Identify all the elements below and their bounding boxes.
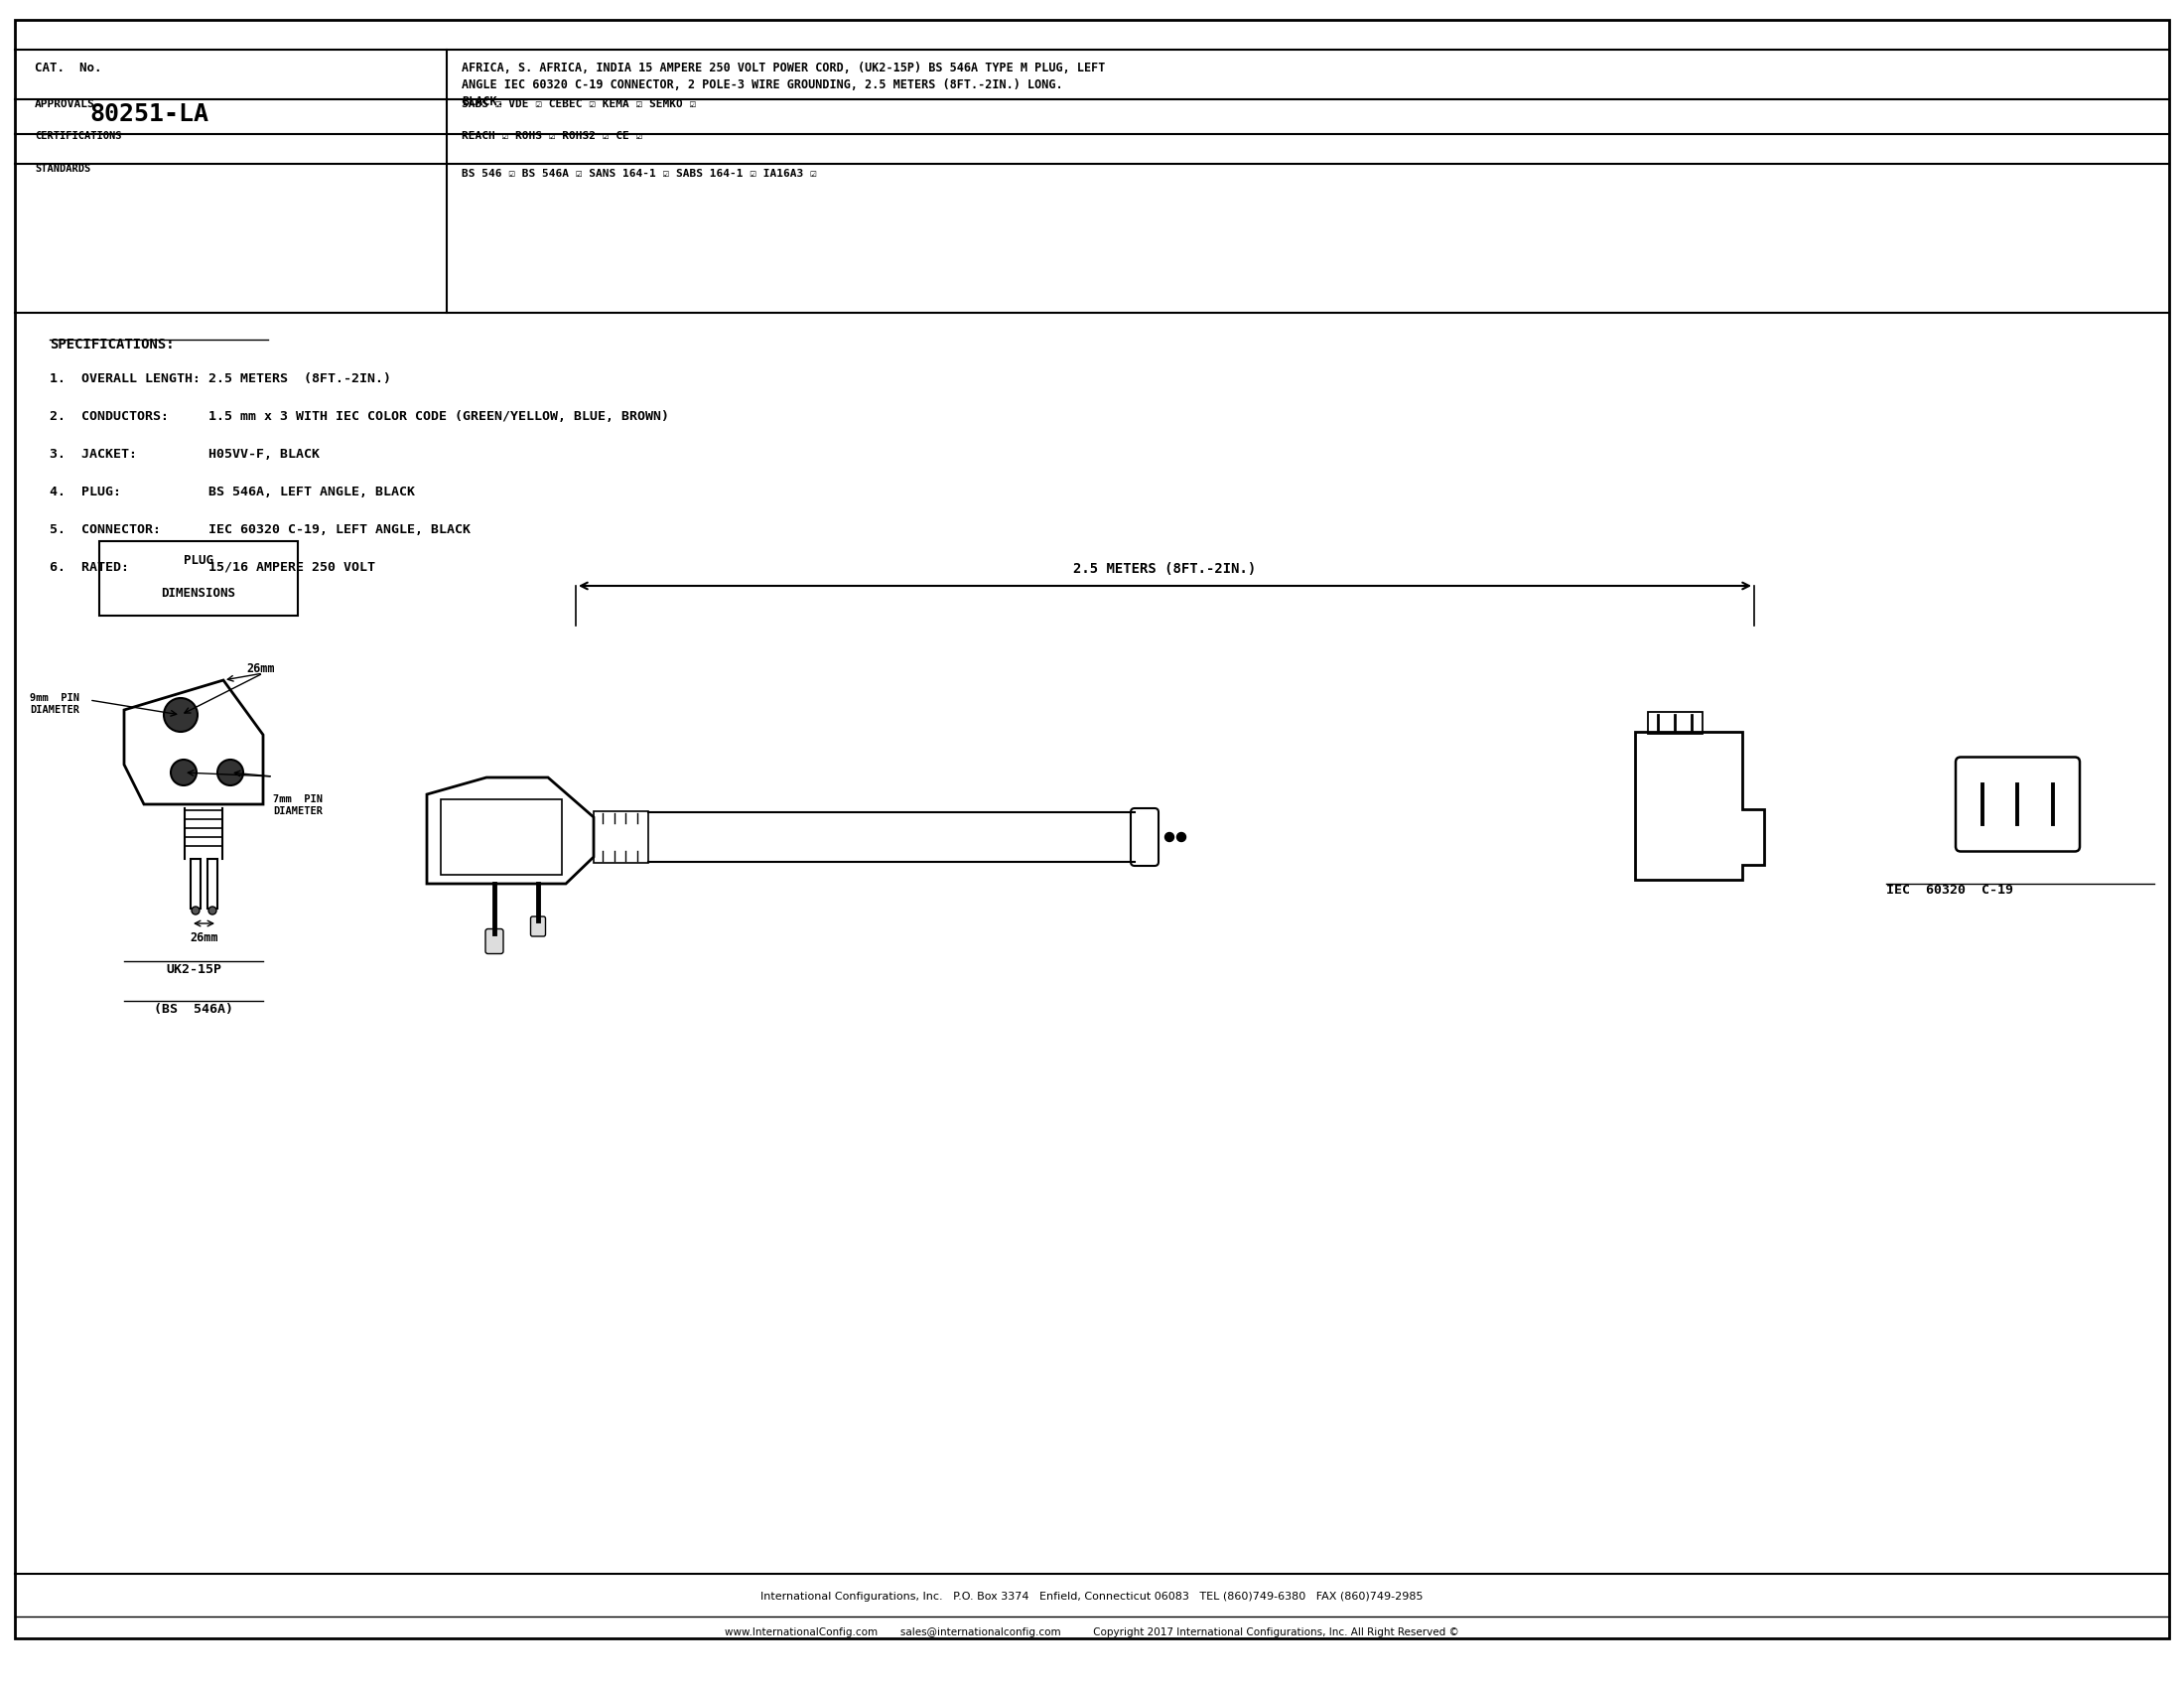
Circle shape bbox=[164, 699, 197, 733]
Bar bbox=[190, 859, 201, 908]
Text: STANDARDS: STANDARDS bbox=[35, 164, 90, 174]
Text: 9mm  PIN
DIAMETER: 9mm PIN DIAMETER bbox=[31, 694, 79, 716]
Text: 26mm: 26mm bbox=[247, 662, 275, 675]
Text: 1.  OVERALL LENGTH: 2.5 METERS  (8FT.-2IN.): 1. OVERALL LENGTH: 2.5 METERS (8FT.-2IN.… bbox=[50, 373, 391, 385]
Text: 6.  RATED:          15/16 AMPERE 250 VOLT: 6. RATED: 15/16 AMPERE 250 VOLT bbox=[50, 560, 376, 574]
Circle shape bbox=[218, 760, 242, 785]
Circle shape bbox=[1177, 832, 1186, 842]
Text: www.InternationalConfig.com       sales@internationalconfig.com          Copyrig: www.InternationalConfig.com sales@intern… bbox=[725, 1627, 1459, 1637]
Text: 4.  PLUG:           BS 546A, LEFT ANGLE, BLACK: 4. PLUG: BS 546A, LEFT ANGLE, BLACK bbox=[50, 486, 415, 498]
Circle shape bbox=[1164, 832, 1175, 842]
Text: BS 546 ☑ BS 546A ☑ SANS 164-1 ☑ SABS 164-1 ☑ IA16A3 ☑: BS 546 ☑ BS 546A ☑ SANS 164-1 ☑ SABS 164… bbox=[461, 169, 817, 179]
FancyBboxPatch shape bbox=[531, 917, 546, 937]
Text: International Configurations, Inc.   P.O. Box 3374   Enfield, Connecticut 06083 : International Configurations, Inc. P.O. … bbox=[760, 1592, 1424, 1602]
Text: 3.  JACKET:         H05VV-F, BLACK: 3. JACKET: H05VV-F, BLACK bbox=[50, 447, 319, 461]
Text: PLUG: PLUG bbox=[183, 555, 214, 567]
Text: 2.  CONDUCTORS:     1.5 mm x 3 WITH IEC COLOR CODE (GREEN/YELLOW, BLUE, BROWN): 2. CONDUCTORS: 1.5 mm x 3 WITH IEC COLOR… bbox=[50, 410, 668, 424]
Text: 5.  CONNECTOR:      IEC 60320 C-19, LEFT ANGLE, BLACK: 5. CONNECTOR: IEC 60320 C-19, LEFT ANGLE… bbox=[50, 523, 470, 537]
Bar bbox=[207, 859, 218, 908]
Text: (BS  546A): (BS 546A) bbox=[153, 1003, 234, 1016]
Text: 2.5 METERS (8FT.-2IN.): 2.5 METERS (8FT.-2IN.) bbox=[1075, 562, 1256, 576]
Text: 80251-LA: 80251-LA bbox=[90, 103, 207, 127]
Text: DIMENSIONS: DIMENSIONS bbox=[162, 587, 236, 601]
Text: 7mm  PIN
DIAMETER: 7mm PIN DIAMETER bbox=[273, 795, 323, 817]
Circle shape bbox=[170, 760, 197, 785]
Text: SPECIFICATIONS:: SPECIFICATIONS: bbox=[50, 338, 175, 351]
FancyBboxPatch shape bbox=[485, 928, 502, 954]
Text: CAT.  No.: CAT. No. bbox=[35, 61, 103, 74]
Text: REACH ☑ ROHS ☑ ROHS2 ☑ CE ☑: REACH ☑ ROHS ☑ ROHS2 ☑ CE ☑ bbox=[461, 132, 642, 142]
Text: SABS ☑ VDE ☑ CEBEC ☑ KEMA ☑ SEMKO ☑: SABS ☑ VDE ☑ CEBEC ☑ KEMA ☑ SEMKO ☑ bbox=[461, 100, 697, 110]
Text: UK2-15P: UK2-15P bbox=[166, 964, 221, 976]
Text: IEC  60320  C-19: IEC 60320 C-19 bbox=[1887, 885, 2014, 896]
FancyBboxPatch shape bbox=[1131, 809, 1158, 866]
Text: APPROVALS: APPROVALS bbox=[35, 100, 96, 110]
Circle shape bbox=[192, 906, 199, 915]
Circle shape bbox=[207, 906, 216, 915]
Text: AFRICA, S. AFRICA, INDIA 15 AMPERE 250 VOLT POWER CORD, (UK2-15P) BS 546A TYPE M: AFRICA, S. AFRICA, INDIA 15 AMPERE 250 V… bbox=[461, 61, 1105, 108]
Text: 26mm: 26mm bbox=[190, 932, 218, 944]
Text: CERTIFICATIONS: CERTIFICATIONS bbox=[35, 132, 122, 142]
